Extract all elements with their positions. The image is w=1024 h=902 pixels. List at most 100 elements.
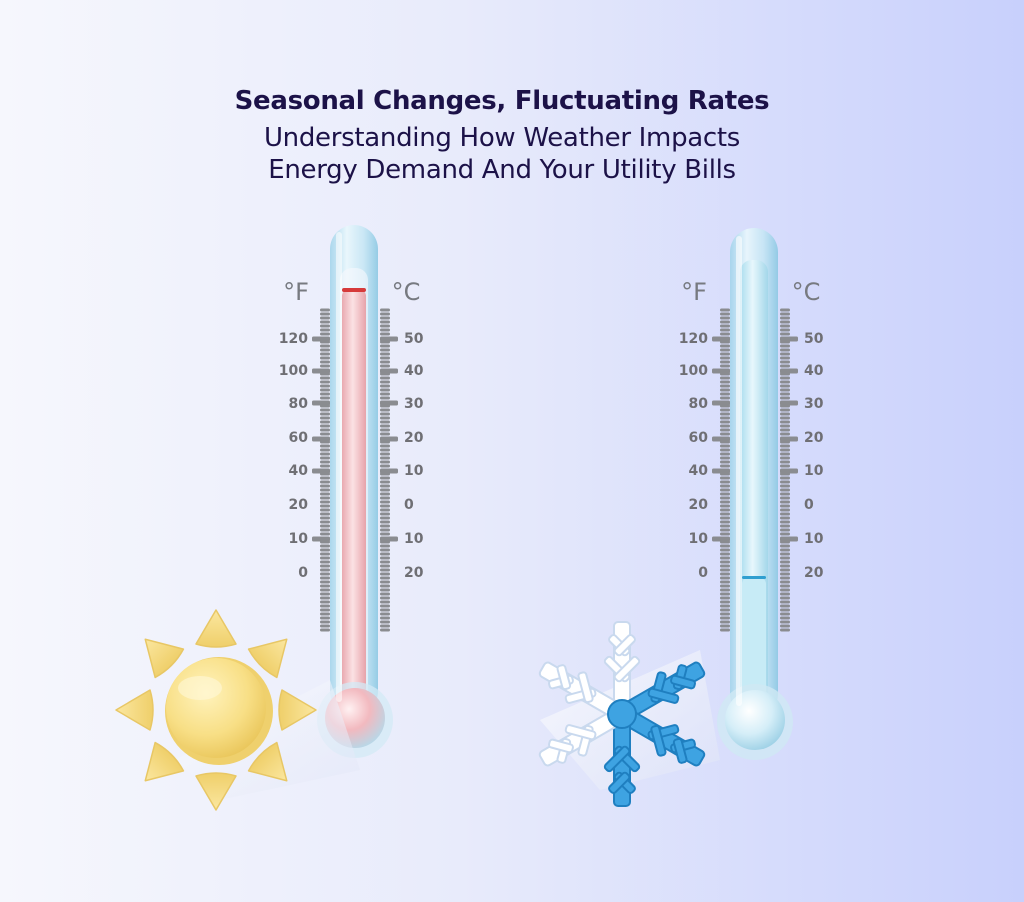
sun-rays	[115, 609, 317, 811]
cold-fahrenheit-tick	[720, 456, 730, 460]
hot-fahrenheit-tick	[320, 504, 330, 508]
hot-fahrenheit-tick	[320, 608, 330, 612]
cold-celsius-tick	[780, 592, 790, 596]
cold-fahrenheit-tick	[720, 464, 730, 468]
hot-celsius-tick	[380, 560, 390, 564]
hot-fahrenheit-tick	[320, 532, 330, 536]
cold-celsius-tick	[780, 340, 790, 344]
hot-celsius-tick	[380, 524, 390, 528]
cold-fahrenheit-tick	[720, 476, 730, 480]
cold-fahrenheit-tick	[720, 492, 730, 496]
cold-celsius-tick	[780, 628, 790, 632]
cold-fahrenheit-tick	[720, 452, 730, 456]
hot-fahrenheit-tick	[320, 556, 330, 560]
hot-celsius-tick-label: 30	[404, 396, 424, 412]
hot-celsius-tick	[380, 432, 390, 436]
hot-celsius-tick	[380, 444, 390, 448]
hot-fahrenheit-tick	[320, 596, 330, 600]
hot-celsius-tick-label: 40	[404, 363, 424, 379]
sun-highlight	[178, 676, 222, 700]
cold-fahrenheit-tick	[720, 472, 730, 476]
hot-fahrenheit-tick	[320, 484, 330, 488]
cold-celsius-tick-label: 10	[804, 531, 824, 547]
hot-fahrenheit-tick	[320, 380, 330, 384]
hot-celsius-tick	[380, 472, 390, 476]
cold-celsius-tick	[780, 400, 798, 406]
cold-fahrenheit-tick	[720, 348, 730, 352]
cold-fahrenheit-tick	[720, 600, 730, 604]
title-block: Seasonal Changes, Fluctuating Rates Unde…	[0, 84, 1004, 186]
cold-celsius-tick	[780, 412, 790, 416]
hot-fahrenheit-tick	[320, 316, 330, 320]
cold-fahrenheit-tick	[720, 380, 730, 384]
hot-celsius-tick	[380, 484, 390, 488]
hot-celsius-tick	[380, 380, 390, 384]
cold-celsius-tick	[780, 348, 790, 352]
cold-celsius-tick	[780, 332, 790, 336]
hot-fahrenheit-tick	[320, 432, 330, 436]
cold-celsius-tick	[780, 576, 790, 580]
hot-fahrenheit-tick	[320, 572, 330, 576]
hot-fahrenheit-tick	[320, 592, 330, 596]
cold-fahrenheit-tick	[720, 584, 730, 588]
sun-ray	[278, 689, 317, 731]
hot-celsius-tick	[380, 536, 398, 542]
cold-fahrenheit-tick	[720, 396, 730, 400]
cold-celsius-tick	[780, 596, 790, 600]
hot-celsius-tick	[380, 532, 390, 536]
cold-fahrenheit-tick	[720, 564, 730, 568]
cold-fahrenheit-tick	[720, 388, 730, 392]
hot-fahrenheit-tick	[320, 376, 330, 380]
hot-fahrenheit-tick	[320, 360, 330, 364]
cold-fahrenheit-tick	[720, 448, 730, 452]
hot-fahrenheit-tick	[320, 460, 330, 464]
cold-fahrenheit-tick	[720, 316, 730, 320]
hot-fahrenheit-tick	[320, 580, 330, 584]
hot-fahrenheit-tick	[320, 480, 330, 484]
hot-celsius-tick	[380, 576, 390, 580]
cold-fahrenheit-tick	[720, 416, 730, 420]
hot-celsius-tick	[380, 604, 390, 608]
cold-celsius-tick	[780, 448, 790, 452]
hot-celsius-tick	[380, 340, 390, 344]
hot-fahrenheit-unit: °F	[283, 278, 309, 306]
cold-celsius-tick	[780, 492, 790, 496]
hot-liquid-top	[342, 288, 366, 292]
hot-fahrenheit-tick	[320, 544, 330, 548]
cold-fahrenheit-tick	[712, 468, 730, 474]
cold-fahrenheit-tick	[720, 532, 730, 536]
hot-celsius-tick	[380, 556, 390, 560]
hot-fahrenheit-tick	[320, 420, 330, 424]
cold-celsius-tick	[780, 364, 790, 368]
hot-celsius-tick	[380, 564, 390, 568]
hot-fahrenheit-tick	[320, 472, 330, 476]
cold-celsius-tick	[780, 580, 790, 584]
hot-celsius-tick	[380, 420, 390, 424]
hot-fahrenheit-tick	[320, 520, 330, 524]
cold-fahrenheit-tick	[720, 548, 730, 552]
cold-celsius-tick	[780, 376, 790, 380]
hot-celsius-tick	[380, 448, 390, 452]
cold-fahrenheit-tick	[720, 544, 730, 548]
cold-fahrenheit-tick	[720, 624, 730, 628]
hot-celsius-tick	[380, 344, 390, 348]
cold-fahrenheit-tick	[712, 400, 730, 406]
cold-celsius-tick	[780, 500, 790, 504]
cold-fahrenheit-tick	[720, 604, 730, 608]
hot-celsius-tick	[380, 624, 390, 628]
cold-fahrenheit-tick-label: 20	[689, 497, 709, 513]
cold-celsius-tick-label: 30	[804, 396, 824, 412]
sun-ray	[247, 741, 288, 782]
hot-fahrenheit-tick	[320, 588, 330, 592]
cold-celsius-tick-label: 40	[804, 363, 824, 379]
cold-fahrenheit-tick	[720, 420, 730, 424]
cold-celsius-tick	[780, 532, 790, 536]
cold-celsius-tick	[780, 528, 790, 532]
hot-celsius-tick	[380, 440, 390, 444]
hot-fahrenheit-tick	[320, 552, 330, 556]
cold-celsius-tick	[780, 312, 790, 316]
hot-fahrenheit-tick	[320, 392, 330, 396]
hot-celsius-tick	[380, 396, 390, 400]
